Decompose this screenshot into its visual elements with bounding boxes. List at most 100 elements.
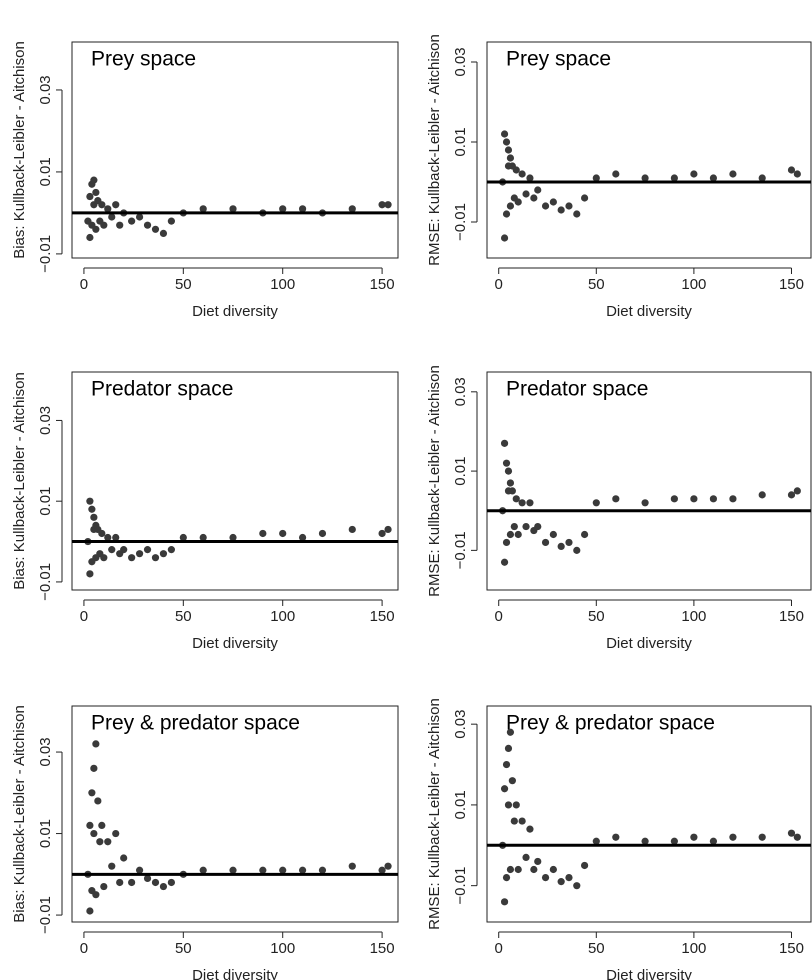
x-tick-label: 0	[80, 608, 88, 625]
point	[504, 467, 513, 475]
point	[159, 229, 168, 238]
point	[90, 513, 98, 521]
x-tick-label: 100	[681, 940, 706, 957]
point	[526, 825, 534, 833]
point	[549, 198, 557, 206]
point	[318, 529, 327, 538]
x-tick-label: 150	[370, 276, 395, 293]
point	[318, 866, 327, 874]
point	[592, 499, 600, 507]
point	[104, 838, 112, 846]
point	[670, 495, 678, 503]
point	[729, 833, 737, 841]
point	[167, 546, 175, 554]
point	[199, 866, 207, 874]
point	[135, 550, 144, 558]
point	[508, 777, 516, 785]
point	[758, 491, 766, 499]
point	[199, 533, 207, 542]
point	[592, 837, 600, 845]
point	[512, 801, 520, 809]
point	[512, 495, 520, 503]
y-tick-label: −0.01	[452, 203, 469, 241]
panel: 0 50 100 150 −0.01 0.01 0.03 Diet diversity Bias…	[11, 371, 399, 652]
point	[592, 174, 600, 182]
x-axis-label: Diet diversity	[606, 635, 692, 652]
point	[92, 225, 100, 233]
point	[229, 533, 237, 542]
point	[151, 225, 160, 233]
point	[298, 533, 307, 542]
plot-frame	[486, 705, 812, 923]
point	[729, 495, 737, 503]
point	[104, 205, 112, 213]
point	[670, 174, 678, 182]
point	[502, 210, 511, 218]
plot-area	[487, 728, 811, 906]
x-tick-label: 0	[495, 608, 503, 625]
panel-title: Prey & predator space	[91, 712, 300, 735]
point	[787, 491, 796, 499]
point	[502, 760, 511, 769]
point	[108, 546, 116, 554]
point	[384, 525, 392, 534]
point	[279, 866, 287, 874]
y-tick-label: 0.03	[452, 47, 469, 76]
y-tick-label: 0.01	[452, 456, 469, 485]
y-axis-label: RMSE: Kullback-Leibler - Aitchison	[426, 34, 443, 266]
point	[108, 862, 116, 870]
point	[86, 192, 94, 201]
y-axis-label: Bias: Kullback-Leibler - Aitchison	[11, 705, 28, 923]
point	[94, 797, 102, 805]
x-tick-label: 50	[175, 608, 192, 625]
panel-title: Prey space	[91, 48, 196, 71]
point	[793, 487, 801, 495]
point	[500, 898, 509, 906]
point	[506, 865, 515, 874]
point	[518, 817, 526, 825]
point	[500, 439, 509, 447]
point	[729, 170, 737, 178]
point	[120, 854, 128, 862]
point	[128, 554, 136, 562]
x-axis-label: Diet diversity	[606, 967, 692, 980]
plot-area	[72, 740, 398, 915]
y-tick-label: 0.03	[452, 377, 469, 406]
point	[641, 837, 649, 845]
y-axis-label: RMSE: Kullback-Leibler - Aitchison	[426, 365, 443, 597]
y-tick-label: 0.01	[37, 819, 54, 848]
point	[143, 546, 152, 554]
point	[120, 546, 128, 554]
point	[259, 529, 267, 538]
point	[279, 529, 287, 538]
x-tick-label: 50	[588, 608, 605, 625]
point	[565, 202, 573, 210]
point	[500, 785, 509, 793]
point	[504, 146, 513, 154]
plot-frame	[71, 41, 399, 259]
x-tick-label: 0	[80, 276, 88, 293]
y-tick-label: 0.03	[452, 710, 469, 739]
point	[502, 459, 511, 467]
plot-frame	[71, 371, 399, 591]
x-tick-label: 150	[370, 608, 395, 625]
panel-title: Predator space	[506, 378, 648, 401]
plot-frame	[486, 41, 812, 259]
panel: 0 50 100 150 −0.01 0.01 0.03 Diet diversity Bias…	[11, 705, 399, 980]
point	[112, 533, 120, 542]
y-tick-label: 0.01	[37, 157, 54, 186]
point	[108, 213, 116, 221]
x-tick-label: 0	[495, 276, 503, 293]
point	[557, 878, 565, 886]
point	[135, 866, 144, 874]
point	[92, 188, 100, 197]
point	[514, 530, 522, 539]
point	[510, 817, 518, 825]
point	[100, 882, 108, 891]
point	[500, 558, 509, 566]
point	[92, 891, 100, 899]
point	[506, 728, 515, 736]
point	[557, 542, 565, 551]
point	[86, 907, 94, 915]
plot-area	[72, 497, 398, 578]
